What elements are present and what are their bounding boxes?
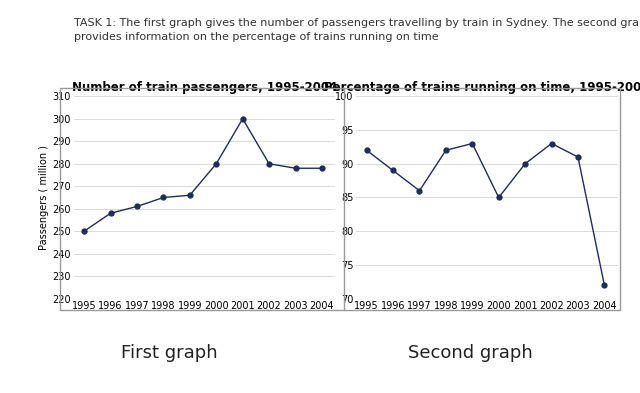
Title: Percentage of trains running on time, 1995-2004: Percentage of trains running on time, 19… xyxy=(324,81,640,94)
Text: First graph: First graph xyxy=(122,343,218,362)
Text: Second graph: Second graph xyxy=(408,343,532,362)
Title: Number of train passengers, 1995-2004: Number of train passengers, 1995-2004 xyxy=(72,81,337,94)
Text: TASK 1: The first graph gives the number of passengers travelling by train in Sy: TASK 1: The first graph gives the number… xyxy=(74,18,640,42)
Y-axis label: Passengers ( million ): Passengers ( million ) xyxy=(40,145,49,250)
